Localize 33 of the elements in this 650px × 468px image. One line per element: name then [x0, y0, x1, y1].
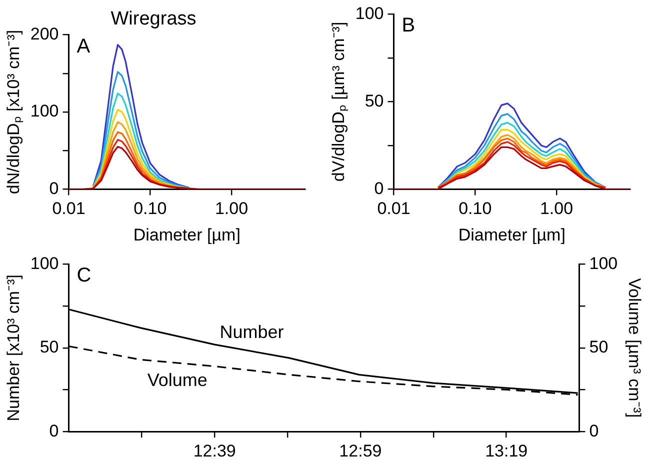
annotation: A [76, 35, 91, 58]
x-tick-label: 1.00 [214, 199, 248, 218]
x-tick-label: 12:59 [339, 441, 382, 460]
chart-title: Wiregrass [110, 8, 196, 30]
y2-tick-label: 100 [589, 254, 618, 273]
y-tick-label: 100 [355, 4, 384, 23]
y-axis-title: Number [x10³ cm⁻³] [4, 274, 23, 422]
x-tick-label: 12:39 [193, 441, 236, 460]
y-tick-label: 200 [30, 24, 59, 44]
y2-axis-title: Volume [µm³ cm⁻³] [625, 278, 644, 418]
x-tick-label: 1.00 [540, 199, 574, 218]
y-axis-title: dV/dlogDₚ [µm³ cm⁻³] [328, 22, 349, 182]
x-tick-label: 0.01 [377, 199, 410, 218]
series-label: Volume [147, 370, 208, 390]
x-tick-label: 0.10 [134, 199, 167, 218]
annotation: B [402, 14, 416, 37]
annotation: C [76, 264, 92, 287]
x-tick-label: 0.10 [458, 199, 492, 218]
y2-tick-label: 50 [589, 338, 608, 357]
y-tick-label: 50 [364, 91, 384, 110]
y-tick-label: 0 [374, 178, 384, 198]
y-tick-label: 50 [40, 338, 59, 357]
y-tick-label: 0 [49, 421, 59, 440]
y2-tick-label: 0 [589, 421, 599, 440]
y-axis-title: dN/dlogDₚ [x10³ cm⁻³] [4, 30, 24, 194]
y-tick-label: 100 [30, 254, 59, 273]
y-tick-label: 0 [49, 178, 59, 198]
x-tick-label: 0.01 [52, 199, 86, 218]
x-axis-title: Diameter [µm] [133, 225, 240, 244]
x-axis-title: Diameter [µm] [458, 225, 566, 244]
x-tick-label: 13:19 [485, 441, 528, 460]
series-label: Number [220, 322, 284, 342]
y-tick-label: 100 [30, 102, 59, 121]
